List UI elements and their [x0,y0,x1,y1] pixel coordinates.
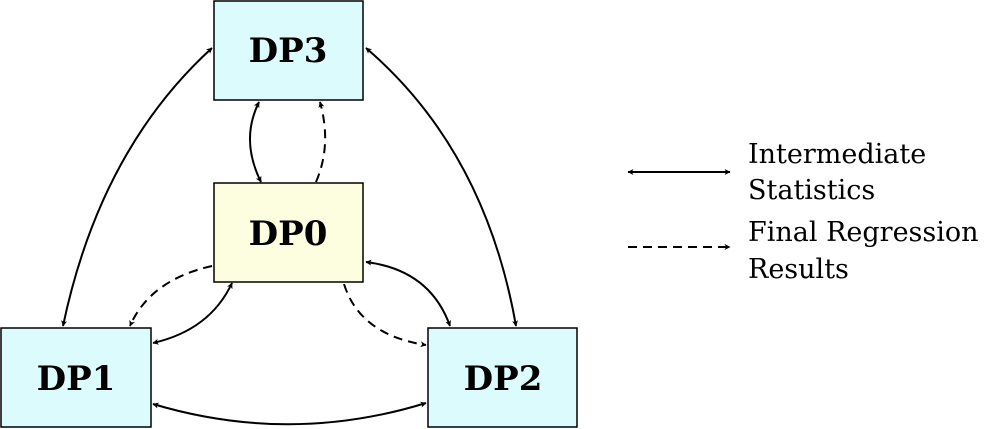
node-dp1: DP1 [0,327,152,428]
edge-dp0-dp3-dashed [315,101,327,183]
edge-dp3-dp2 [365,47,519,327]
legend-final-line2: Results [748,254,849,285]
legend: Intermediate Statistics Final Regression… [627,139,979,285]
legend-final-line1: Final Regression [748,217,979,248]
node-dp0-label: DP0 [249,214,328,254]
edge-dp0-dp1 [152,282,233,345]
node-dp1-box [0,327,152,428]
edge-dp3-dp1 [61,47,213,327]
legend-item-intermediate: Intermediate Statistics [627,139,926,206]
legend-intermediate-line1: Intermediate [748,139,926,170]
node-dp3: DP3 [213,0,364,101]
node-dp0: DP0 [213,182,364,283]
edge-dp0-dp2-dashed [343,283,427,348]
legend-intermediate-line2: Statistics [748,175,875,206]
edge-dp0-dp1-dashed [129,265,213,327]
node-dp3-label: DP3 [249,31,328,71]
edge-dp1-dp2 [152,401,427,426]
node-dp1-label: DP1 [37,359,116,399]
edge-dp0-dp3 [249,101,262,183]
node-dp2-label: DP2 [464,359,543,399]
node-dp0-box [213,182,364,283]
node-dp2: DP2 [427,327,578,428]
legend-item-final-regression: Final Regression Results [628,217,979,285]
edge-dp0-dp2 [365,259,452,327]
node-dp3-box [213,0,364,101]
node-dp2-box [427,327,578,428]
